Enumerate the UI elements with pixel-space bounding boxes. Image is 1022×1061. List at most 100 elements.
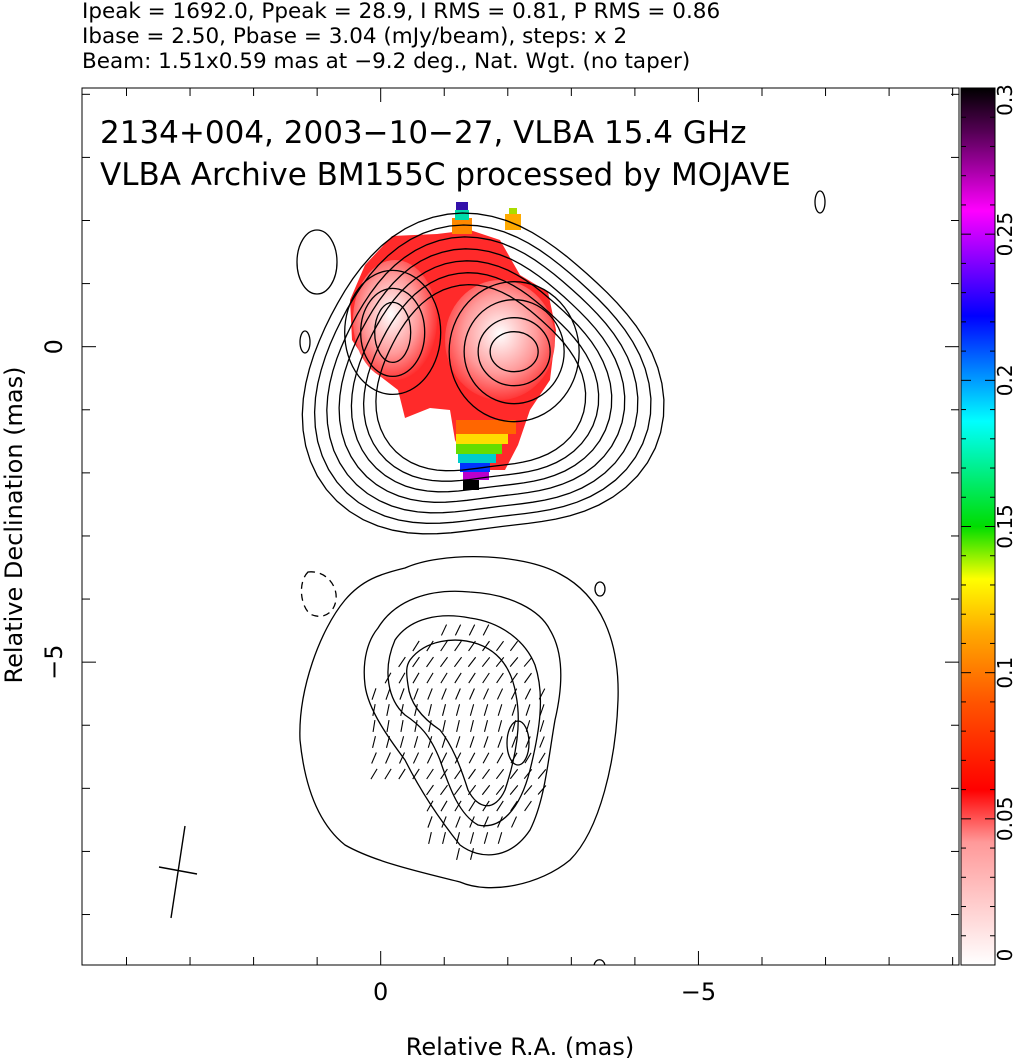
evpa-vector xyxy=(524,752,532,764)
upper-contour-core xyxy=(463,299,565,405)
evpa-vector xyxy=(428,704,432,716)
frac-pol-core-right xyxy=(445,280,555,400)
evpa-vector xyxy=(468,768,476,780)
evpa-vector xyxy=(372,719,376,733)
evpa-vector xyxy=(400,704,404,716)
evpa-vector xyxy=(469,704,475,716)
evpa-vector xyxy=(440,784,448,796)
evpa-vector xyxy=(509,640,519,652)
evpa-vector xyxy=(496,640,504,652)
evpa-vector xyxy=(412,752,420,764)
evpa-vector xyxy=(426,640,434,652)
evpa-vector xyxy=(510,672,518,684)
evpa-vector xyxy=(468,800,476,812)
evpa-vector xyxy=(384,768,392,780)
colorbar-ticks: 0 0.05 0.1 0.15 0.2 0.25 0.3 xyxy=(961,84,1017,966)
evpa-vector xyxy=(467,784,477,796)
evpa-vector xyxy=(470,848,474,860)
upper-contour-core xyxy=(360,287,426,378)
evpa-vector xyxy=(495,784,505,796)
evpa-vector xyxy=(371,752,377,764)
evpa-vector xyxy=(496,672,504,684)
evpa-vector xyxy=(454,752,462,764)
evpa-vector xyxy=(456,848,460,860)
frac-pol-bottom-edge xyxy=(458,454,496,463)
chart-title: 2134+004, 2003−10−27, VLBA 15.4 GHz xyxy=(100,115,746,151)
evpa-vector xyxy=(525,736,531,748)
frac-pol-bottom-edge xyxy=(460,463,490,472)
evpa-vector xyxy=(440,768,448,780)
evpa-vector xyxy=(511,720,517,732)
evpa-vector xyxy=(454,640,462,652)
evpa-vector xyxy=(455,816,461,828)
evpa-vector xyxy=(371,688,377,700)
evpa-vector xyxy=(372,704,376,716)
evpa-vector xyxy=(412,768,420,780)
polarization-image xyxy=(350,202,556,490)
evpa-vector xyxy=(455,832,461,844)
evpa-vector xyxy=(412,656,420,668)
evpa-vector xyxy=(427,688,433,700)
evpa-vector xyxy=(509,768,519,780)
evpa-vector xyxy=(426,656,434,668)
evpa-vector xyxy=(386,704,390,716)
evpa-vector xyxy=(482,800,490,812)
evpa-vector xyxy=(413,736,419,748)
evpa-vector xyxy=(523,785,533,795)
evpa-vector xyxy=(398,672,406,684)
frac-pol-top-edge xyxy=(509,208,517,214)
evpa-vector xyxy=(525,704,531,716)
upper-contour-core xyxy=(344,269,442,396)
frac-pol-bottom-edge xyxy=(463,480,479,490)
lower-contour-4 xyxy=(406,639,519,807)
evpa-vector xyxy=(441,688,447,700)
evpa-vector xyxy=(481,784,491,796)
colorbar-tick-label: 0.05 xyxy=(993,797,1017,842)
evpa-vector xyxy=(454,672,462,684)
evpa-vector xyxy=(510,800,518,812)
upper-contour-core xyxy=(489,331,539,373)
evpa-vector xyxy=(414,720,418,732)
evpa-vector xyxy=(469,688,475,700)
evpa-vector xyxy=(454,800,462,812)
evpa-vector xyxy=(510,688,518,700)
evpa-vector xyxy=(523,768,533,780)
colorbar-tick-label: 0.3 xyxy=(993,84,1017,116)
evpa-vector xyxy=(440,672,448,684)
upper-contour-level xyxy=(326,236,639,514)
evpa-vector xyxy=(440,624,448,636)
evpa-vector xyxy=(385,688,391,700)
x-tick-label: 0 xyxy=(373,978,388,1006)
frac-pol-bottom-edge xyxy=(456,444,502,454)
axis-ticks xyxy=(82,88,959,965)
evpa-vector xyxy=(399,736,405,748)
evpa-vector xyxy=(497,832,503,844)
upper-contour-core xyxy=(374,301,412,364)
evpa-vector xyxy=(469,832,475,844)
evpa-vector xyxy=(426,784,434,796)
evpa-vector xyxy=(426,752,434,764)
evpa-vector xyxy=(386,719,390,733)
evpa-vector xyxy=(511,736,517,748)
evpa-vector xyxy=(537,785,547,795)
evpa-vector xyxy=(497,704,503,716)
evpa-vector xyxy=(370,768,378,780)
evpa-vector xyxy=(497,816,503,828)
evpa-vector xyxy=(482,672,490,684)
upper-contour-level xyxy=(375,283,587,472)
evpa-vector xyxy=(482,624,490,636)
upper-contour-core xyxy=(477,317,551,387)
lower-contour-2 xyxy=(363,590,562,856)
upper-small-contour xyxy=(296,229,338,295)
frac-pol-top-edge xyxy=(455,210,469,220)
evpa-vector xyxy=(509,657,519,667)
evpa-vector xyxy=(453,656,463,668)
evpa-vector xyxy=(539,736,545,748)
evpa-vector xyxy=(440,752,448,764)
upper-contour-level xyxy=(350,260,613,493)
evpa-vector xyxy=(428,832,432,844)
evpa-vector xyxy=(399,688,405,700)
frac-pol-bottom-edge xyxy=(463,472,489,480)
colorbar-tick-label: 0.2 xyxy=(993,364,1017,396)
